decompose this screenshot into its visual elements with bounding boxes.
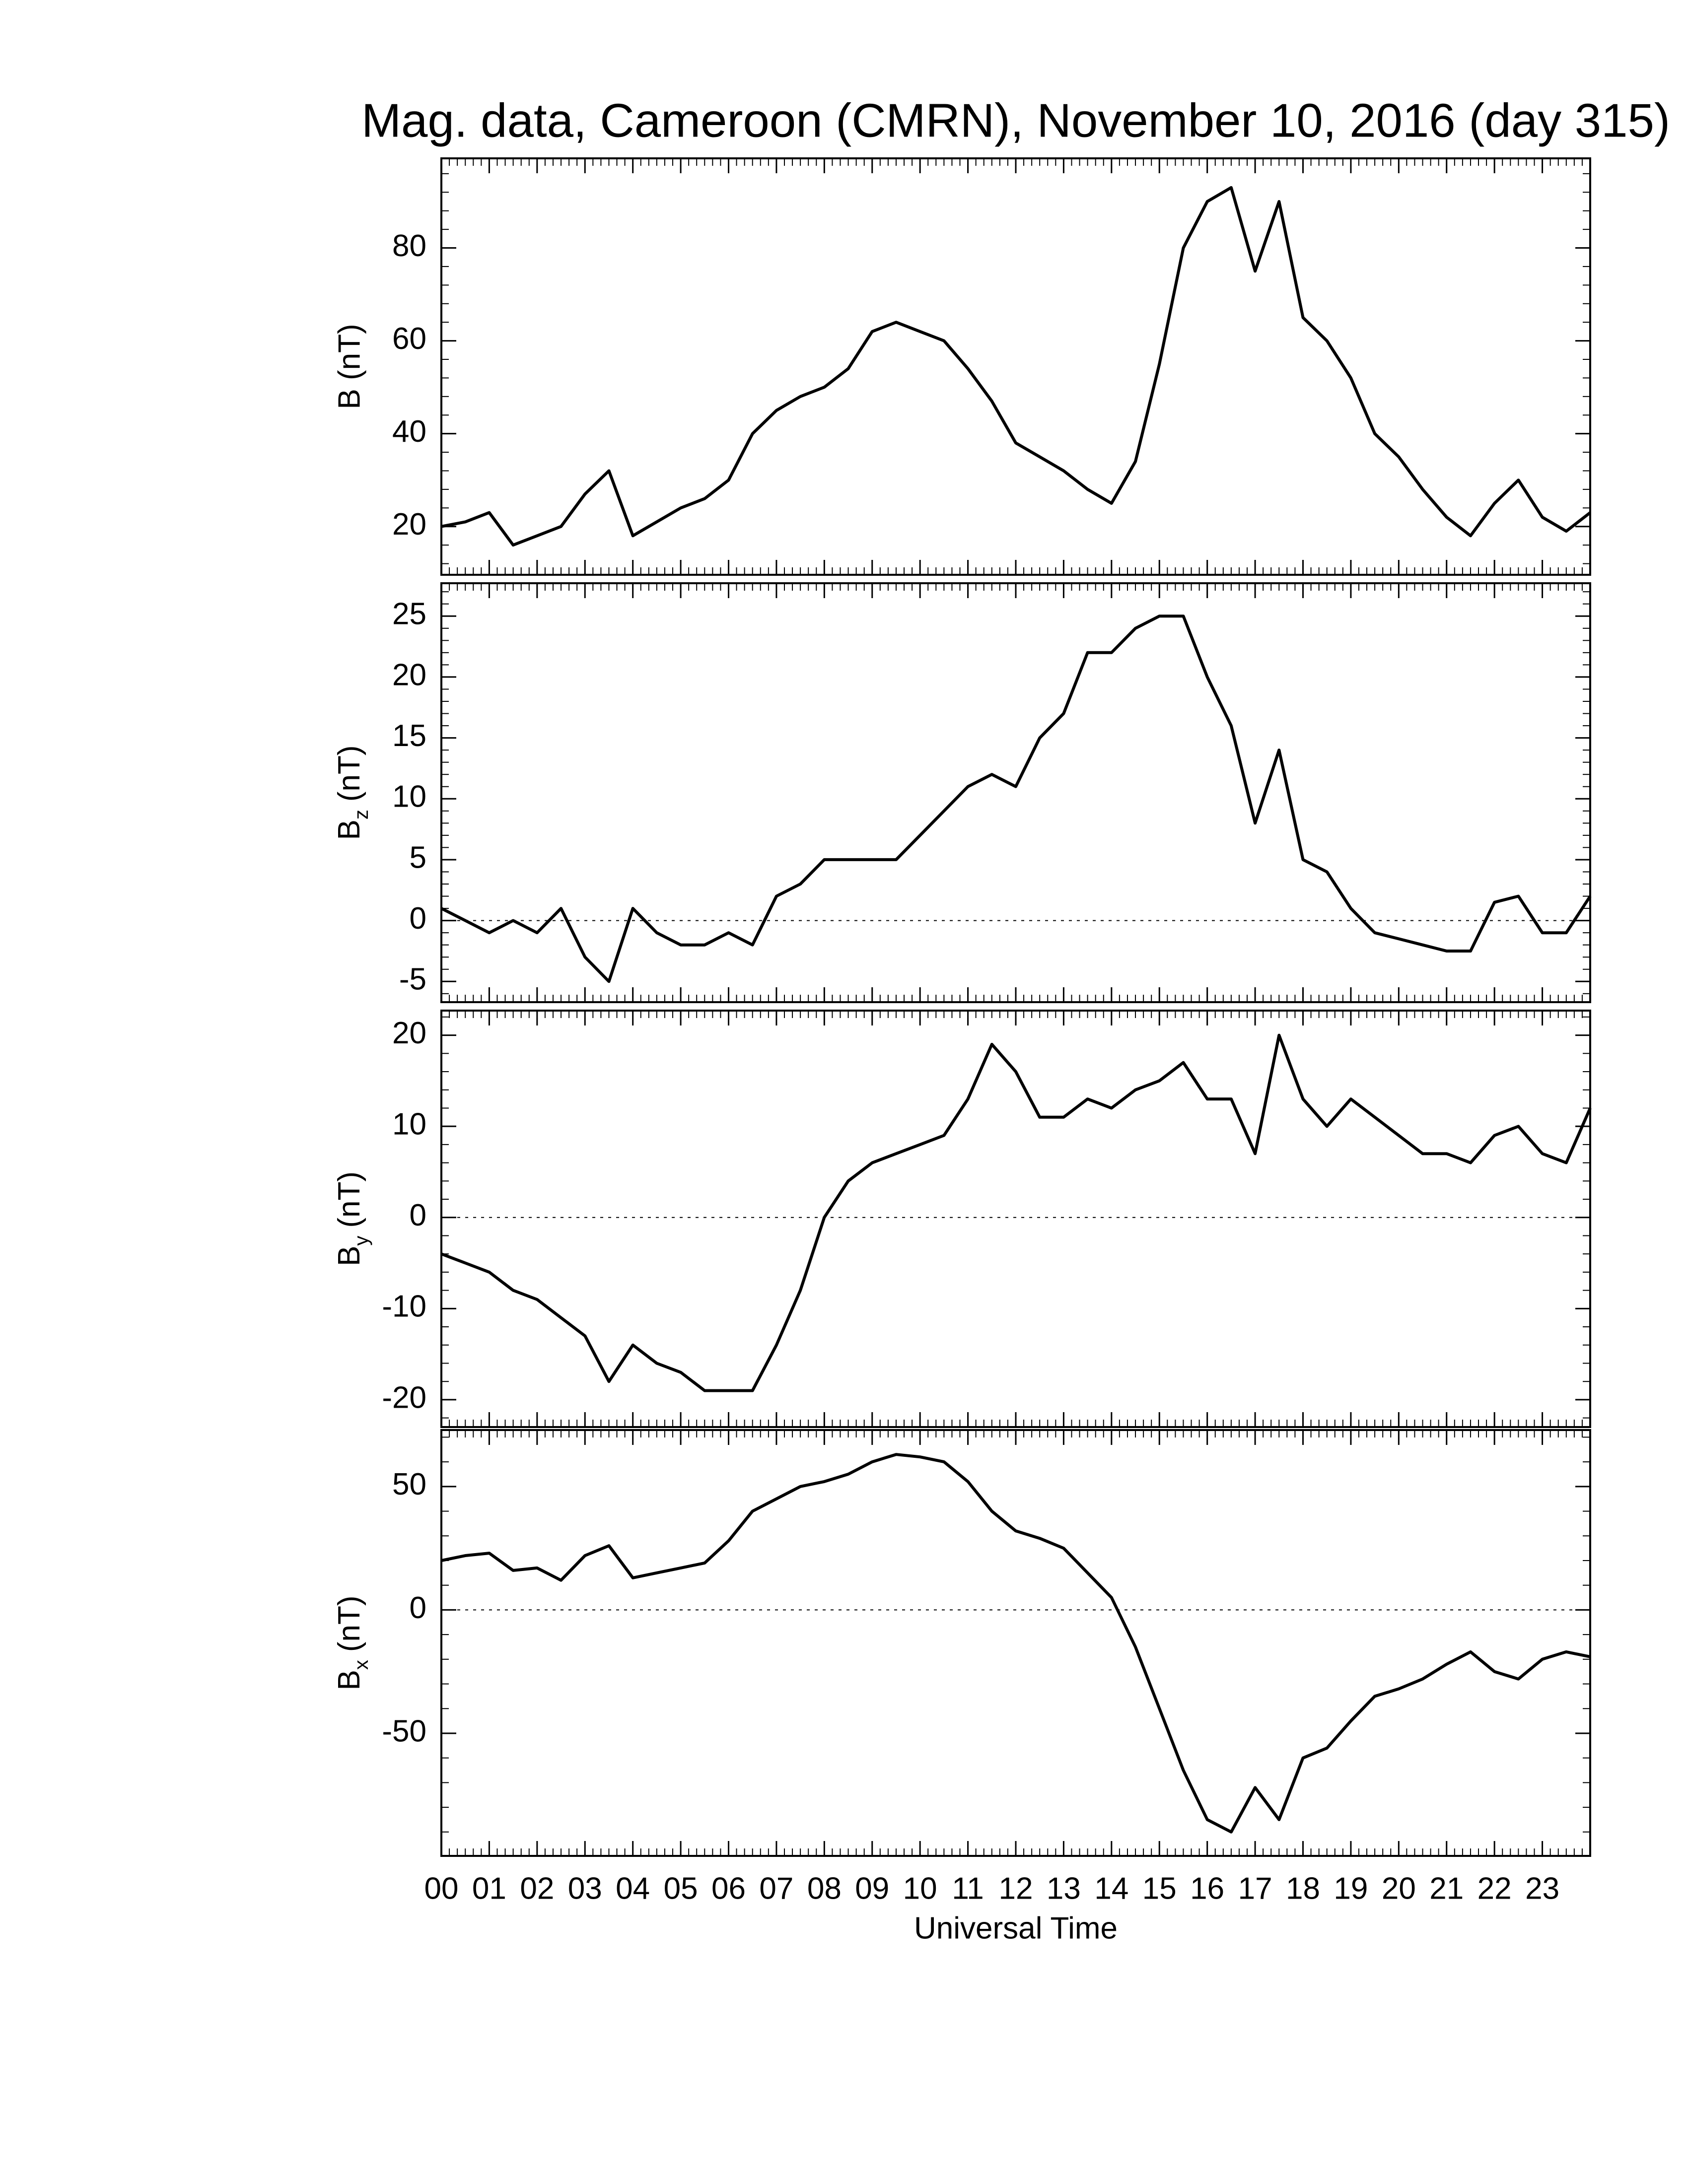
plot-frame [440, 157, 1591, 576]
data-line [441, 186, 1591, 547]
y-tick-label: 50 [392, 1467, 426, 1502]
x-tick-label: 17 [1238, 1871, 1272, 1906]
y-label-base: B [332, 819, 366, 840]
y-tick-label: -20 [382, 1380, 426, 1415]
y-tick-label: 60 [392, 322, 426, 356]
y-tick-label: -50 [382, 1714, 426, 1748]
y-tick-label: 40 [392, 414, 426, 449]
x-tick-label: 20 [1382, 1871, 1416, 1906]
y-tick-label: 0 [410, 901, 426, 936]
y-label-base: B [332, 1246, 366, 1266]
plot-frame [440, 1429, 1591, 1857]
x-tick-label: 18 [1286, 1871, 1320, 1906]
y-label-sub: y [351, 1236, 372, 1246]
x-tick-label: 02 [520, 1871, 554, 1906]
y-tick-label: 20 [392, 507, 426, 542]
x-tick-label: 08 [807, 1871, 842, 1906]
x-tick-label: 16 [1190, 1871, 1224, 1906]
y-axis-label: Bz (nT) [332, 745, 372, 840]
y-tick-label: 10 [392, 780, 426, 814]
x-tick-label: 01 [472, 1871, 506, 1906]
y-tick-label: 5 [410, 840, 426, 875]
y-tick-label: 15 [392, 719, 426, 753]
x-tick-label: 06 [711, 1871, 746, 1906]
x-axis-label: Universal Time [914, 1911, 1118, 1945]
y-axis-label: Bx (nT) [332, 1595, 372, 1690]
x-tick-label: 14 [1094, 1871, 1128, 1906]
y-label-sub: x [351, 1660, 372, 1670]
chart-title: Mag. data, Cameroon (CMRN), November 10,… [361, 94, 1670, 147]
y-tick-label: -5 [399, 962, 426, 997]
x-tick-label: 22 [1477, 1871, 1512, 1906]
x-tick-label: 12 [999, 1871, 1033, 1906]
x-tick-label: 05 [664, 1871, 698, 1906]
x-tick-label: 19 [1334, 1871, 1368, 1906]
x-tick-label: 21 [1429, 1871, 1464, 1906]
y-axis-label: By (nT) [332, 1171, 372, 1266]
y-tick-label: 10 [392, 1107, 426, 1142]
y-tick-label: 0 [410, 1198, 426, 1232]
x-tick-label: 15 [1142, 1871, 1177, 1906]
y-tick-label: 20 [392, 1016, 426, 1050]
data-line [441, 1453, 1591, 1834]
y-label-base: B [332, 1670, 366, 1690]
x-tick-label: 23 [1525, 1871, 1559, 1906]
plot-frame [440, 582, 1591, 1003]
y-axis-label: B (nT) [332, 324, 366, 409]
x-tick-label: 07 [759, 1871, 793, 1906]
x-tick-label: 09 [855, 1871, 889, 1906]
y-label-sub: z [351, 810, 372, 819]
y-label-unit: (nT) [332, 1171, 366, 1228]
data-line [440, 1033, 1592, 1392]
y-tick-label: -10 [382, 1290, 426, 1324]
y-label-unit: (nT) [332, 745, 366, 802]
x-tick-label: 11 [952, 1871, 984, 1906]
y-tick-label: 0 [410, 1591, 426, 1625]
x-tick-label: 03 [568, 1871, 602, 1906]
y-tick-label: 80 [392, 229, 426, 263]
x-tick-label: 00 [424, 1871, 459, 1906]
x-tick-label: 04 [616, 1871, 650, 1906]
y-tick-label: 20 [392, 658, 426, 692]
x-tick-label: 13 [1047, 1871, 1081, 1906]
y-tick-label: 25 [392, 597, 426, 631]
x-tick-label: 10 [903, 1871, 937, 1906]
y-label-unit: (nT) [332, 1595, 366, 1652]
data-line [440, 614, 1592, 983]
